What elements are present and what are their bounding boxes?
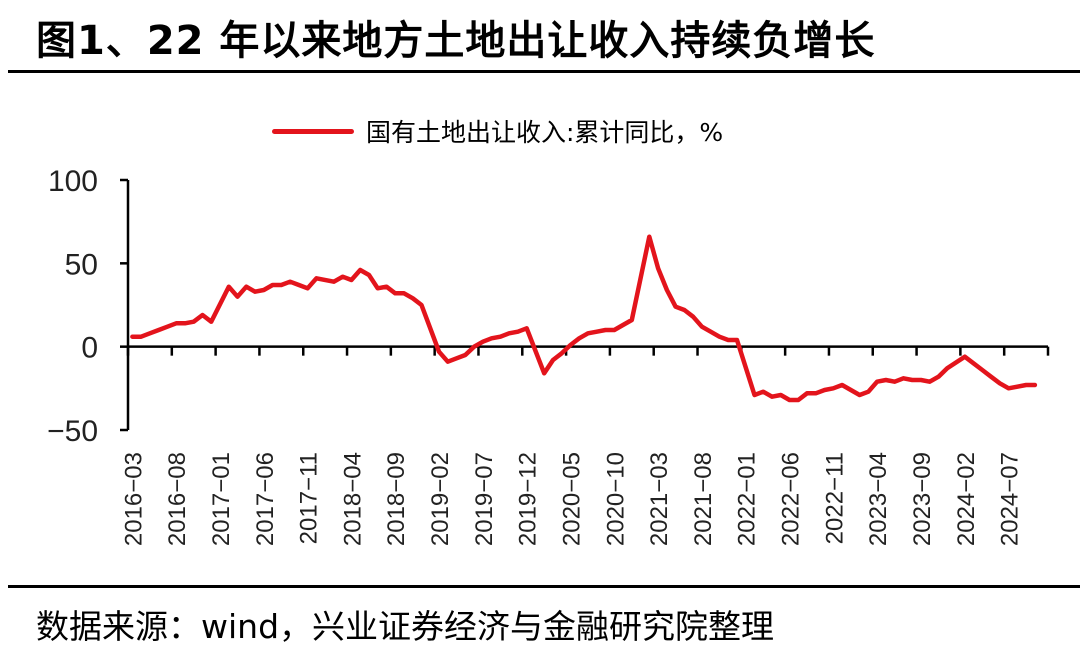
x-tick-label: 2023−09	[909, 452, 936, 546]
x-tick-label: 2022−06	[778, 452, 805, 546]
x-axis-ticks: 2016−03 2016−08 2017−01 2017−06 2017−11 2018−…	[120, 346, 1050, 546]
x-tick-label: 2019−02	[427, 452, 454, 546]
x-tick-label: 2017−06	[252, 452, 279, 546]
y-axis-ticks: 100 50 0 −50	[47, 165, 128, 448]
y-tick-label: −50	[47, 415, 98, 448]
x-tick-label: 2016−03	[120, 452, 147, 546]
legend-line-swatch	[272, 128, 354, 134]
y-tick-label: 0	[81, 332, 98, 365]
x-tick-label: 2019−07	[471, 452, 498, 546]
chart-axes	[126, 180, 1048, 430]
x-tick-label: 2017−11	[296, 452, 323, 544]
figure-title: 图1、22 年以来地方土地出让收入持续负增长	[36, 18, 876, 64]
data-source-note: 数据来源：wind，兴业证券经济与金融研究院整理	[36, 607, 775, 646]
chart-legend: 国有土地出让收入:累计同比，%	[272, 113, 723, 149]
x-tick-label: 2020−10	[602, 452, 629, 546]
source-divider	[8, 585, 1080, 588]
x-tick-label: 2018−09	[383, 452, 410, 546]
x-tick-label: 2017−01	[208, 452, 235, 546]
title-divider	[8, 70, 1080, 73]
x-tick-label: 2016−08	[164, 452, 191, 546]
x-tick-label: 2018−04	[339, 452, 366, 546]
y-tick-label: 50	[65, 248, 98, 281]
x-tick-label: 2021−03	[646, 452, 673, 546]
x-tick-label: 2022−01	[734, 452, 761, 546]
x-tick-label: 2020−05	[558, 452, 585, 546]
legend-label: 国有土地出让收入:累计同比，%	[366, 118, 724, 147]
x-tick-label: 2022−11	[821, 452, 848, 544]
x-tick-label: 2024−07	[997, 452, 1024, 546]
x-tick-label: 2019−12	[515, 452, 542, 546]
x-tick-label: 2023−04	[865, 452, 892, 546]
y-tick-label: 100	[48, 165, 98, 198]
x-tick-label: 2021−08	[690, 452, 717, 546]
x-tick-label: 2024−02	[953, 452, 980, 546]
series-line-land-revenue-yoy	[130, 234, 1038, 403]
